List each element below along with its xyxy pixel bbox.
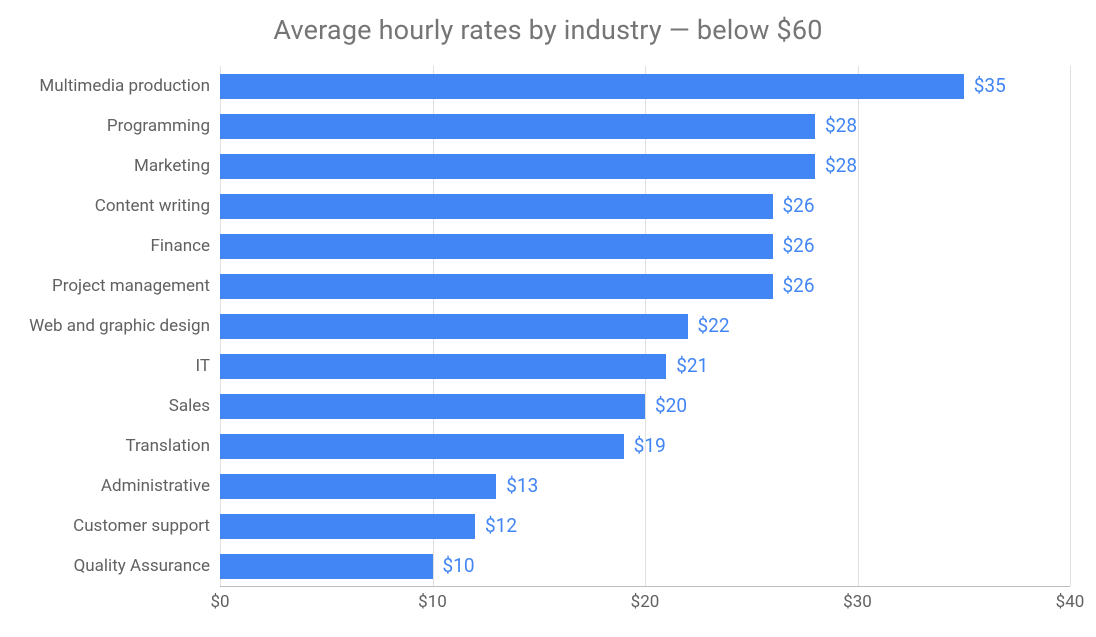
- bar-value-label: $13: [506, 466, 538, 506]
- bar-row: Administrative$13: [220, 466, 1070, 506]
- bar-category-label: Sales: [169, 386, 220, 426]
- bar-row: Quality Assurance$10: [220, 546, 1070, 586]
- bar: [220, 314, 688, 339]
- bar-value-label: $12: [485, 506, 517, 546]
- bar-value-label: $26: [783, 186, 815, 226]
- bar-value-label: $20: [655, 386, 687, 426]
- bar-row: Marketing$28: [220, 146, 1070, 186]
- bar-category-label: IT: [195, 346, 220, 386]
- bar-value-label: $35: [974, 66, 1006, 106]
- bar-row: Programming$28: [220, 106, 1070, 146]
- x-tick-label: $0: [210, 592, 229, 612]
- x-axis: $0$10$20$30$40: [220, 586, 1070, 612]
- bar-value-label: $28: [825, 106, 857, 146]
- chart-container: Average hourly rates by industry — below…: [0, 0, 1096, 637]
- plot-area: Multimedia production$35Programming$28Ma…: [220, 66, 1070, 612]
- bar: [220, 554, 433, 579]
- bar: [220, 434, 624, 459]
- grid-line: [1070, 66, 1071, 586]
- bar-category-label: Project management: [52, 266, 220, 306]
- bar-value-label: $21: [676, 346, 708, 386]
- bar-row: Content writing$26: [220, 186, 1070, 226]
- x-tick-label: $40: [1056, 592, 1085, 612]
- bar: [220, 394, 645, 419]
- bar-value-label: $22: [698, 306, 730, 346]
- bar-value-label: $26: [783, 226, 815, 266]
- bar-category-label: Translation: [125, 426, 220, 466]
- bar-category-label: Administrative: [101, 466, 220, 506]
- bar: [220, 114, 815, 139]
- bar-value-label: $19: [634, 426, 666, 466]
- bar-row: Project management$26: [220, 266, 1070, 306]
- bar-row: Finance$26: [220, 226, 1070, 266]
- bar-value-label: $28: [825, 146, 857, 186]
- bar: [220, 234, 773, 259]
- bar-row: Web and graphic design$22: [220, 306, 1070, 346]
- bar-row: IT$21: [220, 346, 1070, 386]
- bar-row: Multimedia production$35: [220, 66, 1070, 106]
- bar-value-label: $26: [783, 266, 815, 306]
- bar: [220, 154, 815, 179]
- x-tick-label: $10: [418, 592, 447, 612]
- bar-category-label: Customer support: [73, 506, 220, 546]
- bar-category-label: Web and graphic design: [29, 306, 220, 346]
- bar: [220, 74, 964, 99]
- bar-value-label: $10: [443, 546, 475, 586]
- x-tick-label: $30: [843, 592, 872, 612]
- bar-row: Customer support$12: [220, 506, 1070, 546]
- bar-category-label: Finance: [151, 226, 220, 266]
- bar: [220, 514, 475, 539]
- bar: [220, 274, 773, 299]
- bars-group: Multimedia production$35Programming$28Ma…: [220, 66, 1070, 612]
- bar-category-label: Marketing: [134, 146, 220, 186]
- bar-category-label: Quality Assurance: [74, 546, 220, 586]
- bar-row: Translation$19: [220, 426, 1070, 466]
- x-tick-label: $20: [631, 592, 660, 612]
- bar-category-label: Programming: [107, 106, 220, 146]
- bar: [220, 354, 666, 379]
- bar: [220, 474, 496, 499]
- chart-title: Average hourly rates by industry — below…: [0, 14, 1096, 46]
- bar-category-label: Content writing: [95, 186, 220, 226]
- bar-row: Sales$20: [220, 386, 1070, 426]
- bar: [220, 194, 773, 219]
- bar-category-label: Multimedia production: [39, 66, 220, 106]
